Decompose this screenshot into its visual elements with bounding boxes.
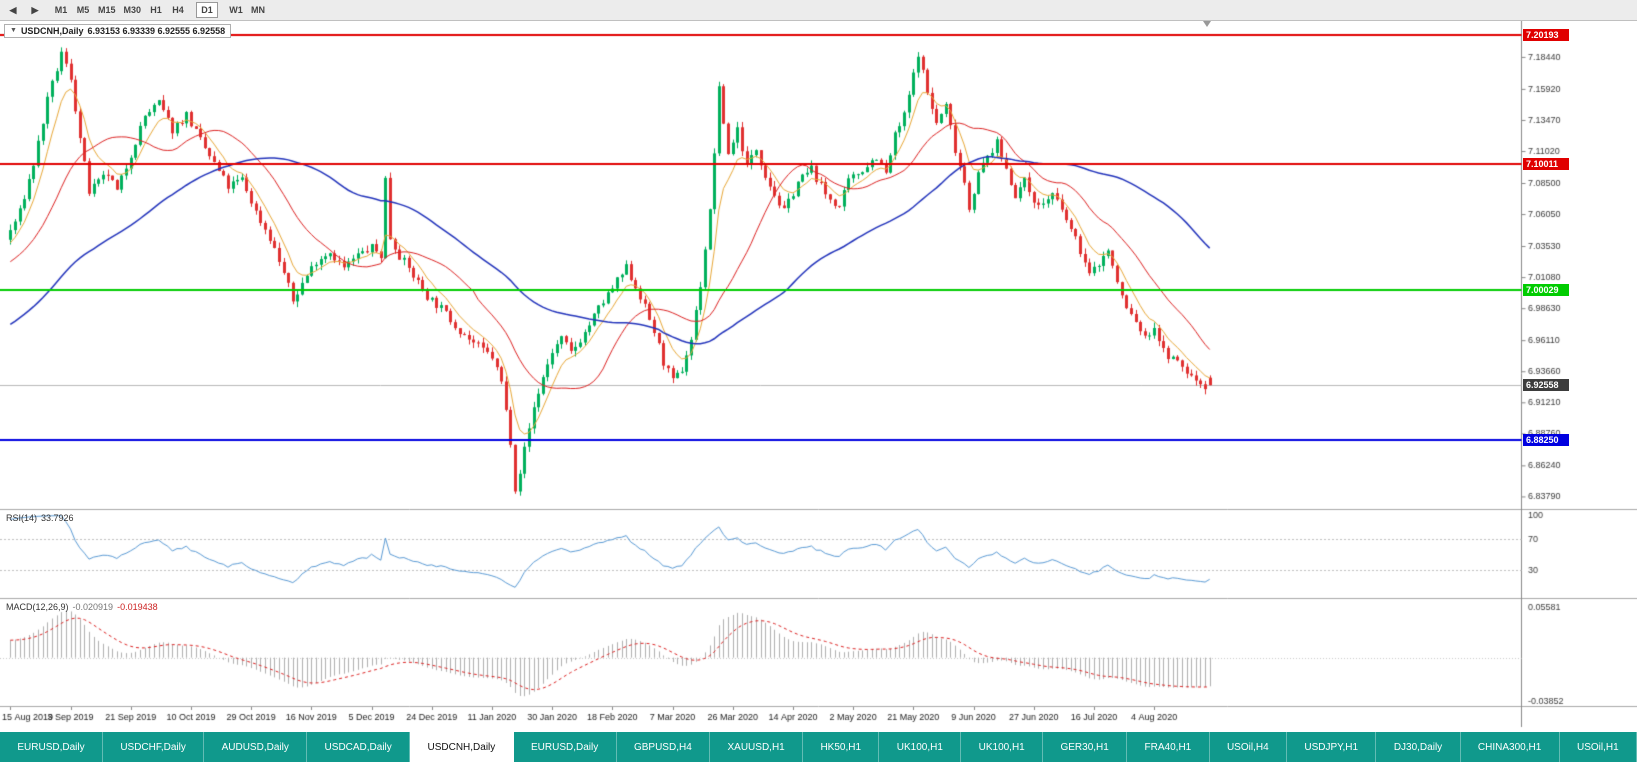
price-tag-7.00029: 7.00029 xyxy=(1523,284,1569,297)
tab-11-ger30-h1[interactable]: GER30,H1 xyxy=(1043,732,1128,762)
tab-14-usdjpy-h1[interactable]: USDJPY,H1 xyxy=(1287,732,1377,762)
price-tag-7.10011: 7.10011 xyxy=(1523,157,1569,170)
tab-12-fra40-h1[interactable]: FRA40,H1 xyxy=(1127,732,1210,762)
chart-shift-marker-icon[interactable] xyxy=(1203,21,1211,27)
rsi-value: 33.7926 xyxy=(41,513,74,523)
chart-ohlc-values: 6.93153 6.93339 6.92555 6.92558 xyxy=(87,26,226,36)
tab-4-usdcnh-daily[interactable]: USDCNH,Daily xyxy=(410,732,514,762)
tab-6-gbpusd-h4[interactable]: GBPUSD,H4 xyxy=(617,732,711,762)
chart-forward-button[interactable]: ▶ xyxy=(24,2,46,18)
tab-3-usdcad-daily[interactable]: USDCAD,Daily xyxy=(307,732,411,762)
timeframe-button-m30[interactable]: M30 xyxy=(120,2,146,18)
macd-name: MACD(12,26,9) xyxy=(6,602,69,612)
macd-signal-value: -0.019438 xyxy=(117,602,158,612)
timeframe-button-m1[interactable]: M1 xyxy=(50,2,72,18)
tab-2-audusd-daily[interactable]: AUDUSD,Daily xyxy=(204,732,308,762)
price-tag-6.92558: 6.92558 xyxy=(1523,379,1569,392)
chart-dropdown-icon[interactable]: ▼ xyxy=(10,27,17,34)
tab-9-uk100-h1[interactable]: UK100,H1 xyxy=(879,732,962,762)
tab-5-eurusd-daily[interactable]: EURUSD,Daily xyxy=(514,732,617,762)
rsi-name: RSI(14) xyxy=(6,513,38,523)
tab-13-usoil-h4[interactable]: USOil,H4 xyxy=(1210,732,1287,762)
tab-0-eurusd-daily[interactable]: EURUSD,Daily xyxy=(0,732,103,762)
tab-1-usdchf-daily[interactable]: USDCHF,Daily xyxy=(103,732,205,762)
rsi-indicator-label: RSI(14) 33.7926 xyxy=(6,513,74,523)
chart-nav-buttons: ◀ ▶ xyxy=(2,2,46,18)
symbol-tabbar: EURUSD,Daily USDCHF,Daily AUDUSD,Daily USDC… xyxy=(0,732,1637,762)
tab-10-uk100-h1[interactable]: UK100,H1 xyxy=(961,732,1044,762)
chart-symbol-title: USDCNH,Daily xyxy=(20,26,84,36)
timeframe-button-m15[interactable]: M15 xyxy=(94,2,120,18)
tab-15-dj30-daily[interactable]: DJ30,Daily xyxy=(1376,732,1461,762)
timeframe-button-w1[interactable]: W1 xyxy=(225,2,247,18)
timeframe-button-m5[interactable]: M5 xyxy=(72,2,94,18)
macd-main-value: -0.020919 xyxy=(72,602,114,612)
timeframe-button-h4[interactable]: H4 xyxy=(167,2,189,18)
timeframe-toolbar: ◀ ▶ M1 M5 M15 M30 H1 H4 D1 W1 MN xyxy=(0,0,1637,21)
price-tag-6.88250: 6.88250 xyxy=(1523,433,1569,446)
timeframe-button-mn[interactable]: MN xyxy=(247,2,269,18)
timeframe-button-h1[interactable]: H1 xyxy=(145,2,167,18)
macd-indicator-label: MACD(12,26,9) -0.020919 -0.019438 xyxy=(6,602,158,612)
timeframe-buttons: M1 M5 M15 M30 H1 H4 D1 W1 MN xyxy=(50,2,269,18)
tab-7-xauusd-h1[interactable]: XAUUSD,H1 xyxy=(710,732,804,762)
tab-17-usoil-h1[interactable]: USOil,H1 xyxy=(1560,732,1637,762)
tab-16-china300-h1[interactable]: CHINA300,H1 xyxy=(1461,732,1560,762)
chart-back-button[interactable]: ◀ xyxy=(2,2,24,18)
chart-title-box[interactable]: ▼ USDCNH,Daily 6.93153 6.93339 6.92555 6… xyxy=(4,24,232,38)
tab-8-hk50-h1[interactable]: HK50,H1 xyxy=(803,732,880,762)
price-tag-7.20193: 7.20193 xyxy=(1523,28,1569,41)
price-axis-overlay: 7.20193 7.10011 7.00029 6.88250 6.92558 xyxy=(1523,0,1636,730)
timeframe-button-d1[interactable]: D1 xyxy=(196,2,219,18)
